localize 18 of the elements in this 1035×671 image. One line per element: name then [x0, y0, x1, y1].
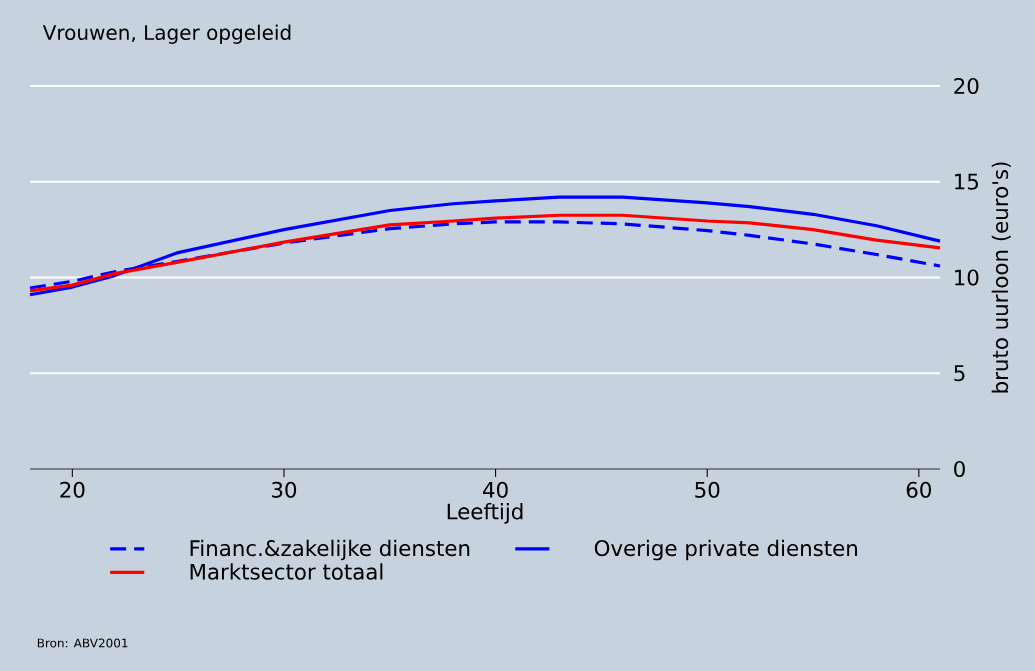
x-tick-label: 30: [272, 481, 297, 498]
x-tick-label: 50: [695, 481, 720, 498]
y-axis-title: bruto uurloon (euro's): [991, 162, 1011, 393]
y-tick-label: 5: [954, 365, 965, 382]
legend-label: Financ.&zakelijke diensten: [190, 539, 470, 561]
x-tick-label: 60: [906, 481, 931, 498]
text: Bron: ABV2001: [37, 638, 128, 648]
y-tick-label: 10: [955, 269, 979, 286]
chart-title: Vrouwen, Lager opgeleid: [42, 24, 291, 44]
x-axis-title: Leeftijd: [447, 503, 523, 524]
y-tick-label: 15: [955, 173, 978, 190]
y-tick-label: 0: [954, 460, 965, 478]
x-tick-label: 20: [60, 481, 85, 498]
x-tick-label: 40: [483, 481, 508, 498]
legend-label: Marktsector totaal: [190, 563, 383, 580]
legend-label: Overige private diensten: [594, 539, 857, 561]
y-tick-label: 20: [954, 77, 979, 95]
line-series: [28, 195, 942, 297]
